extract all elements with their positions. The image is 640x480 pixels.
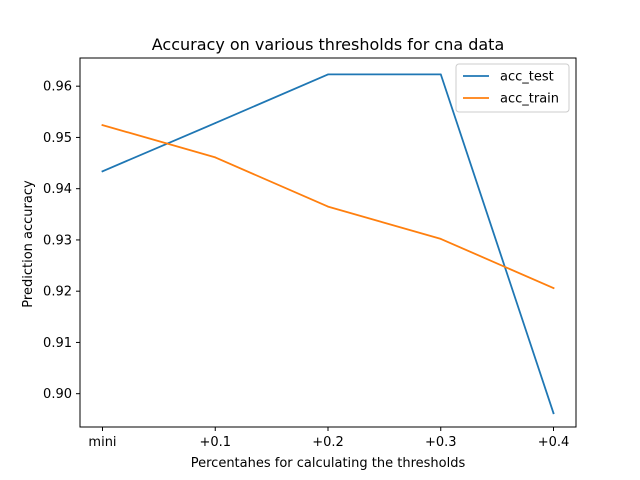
y-tick-label: 0.90: [43, 387, 72, 402]
x-tick-label: +0.2: [312, 435, 344, 450]
data-point-acc_test: [214, 122, 217, 124]
y-tick-label: 0.93: [43, 233, 72, 248]
data-point-acc_train: [327, 205, 329, 208]
y-tick-label: 0.95: [43, 131, 72, 146]
data-point-acc_test: [439, 73, 442, 76]
x-tick-label: +0.1: [199, 435, 231, 450]
chart-title: Accuracy on various thresholds for cna d…: [152, 35, 505, 54]
x-tick-label: +0.4: [538, 435, 570, 450]
data-point-acc_test: [101, 170, 104, 173]
data-point-acc_test: [552, 412, 555, 414]
x-tick-label: +0.3: [425, 435, 457, 450]
data-point-acc_train: [439, 238, 442, 240]
y-tick-label: 0.94: [43, 182, 72, 197]
x-tick-label: mini: [88, 435, 116, 450]
x-axis-label: Percentahes for calculating the threshol…: [191, 456, 466, 471]
data-point-acc_train: [101, 124, 104, 126]
y-tick-label: 0.92: [43, 285, 72, 300]
y-axis-label: Prediction accuracy: [21, 180, 36, 308]
y-tick-label: 0.91: [43, 336, 72, 351]
data-point-acc_test: [327, 73, 329, 76]
plot-area: mini +0.1 +0.2 +0.3 +0.4 0.90 0.91 0.92 0.93 0.94…: [43, 73, 570, 450]
data-point-acc_train: [552, 287, 555, 289]
legend-label-acc_train: acc_train: [500, 92, 559, 107]
y-tick-label: 0.96: [43, 80, 72, 95]
legend-label-acc_test: acc_test: [500, 70, 554, 85]
plot-frame: [79, 57, 577, 428]
data-point-acc_train: [214, 156, 217, 159]
legend: acc_test acc_train: [455, 63, 570, 113]
